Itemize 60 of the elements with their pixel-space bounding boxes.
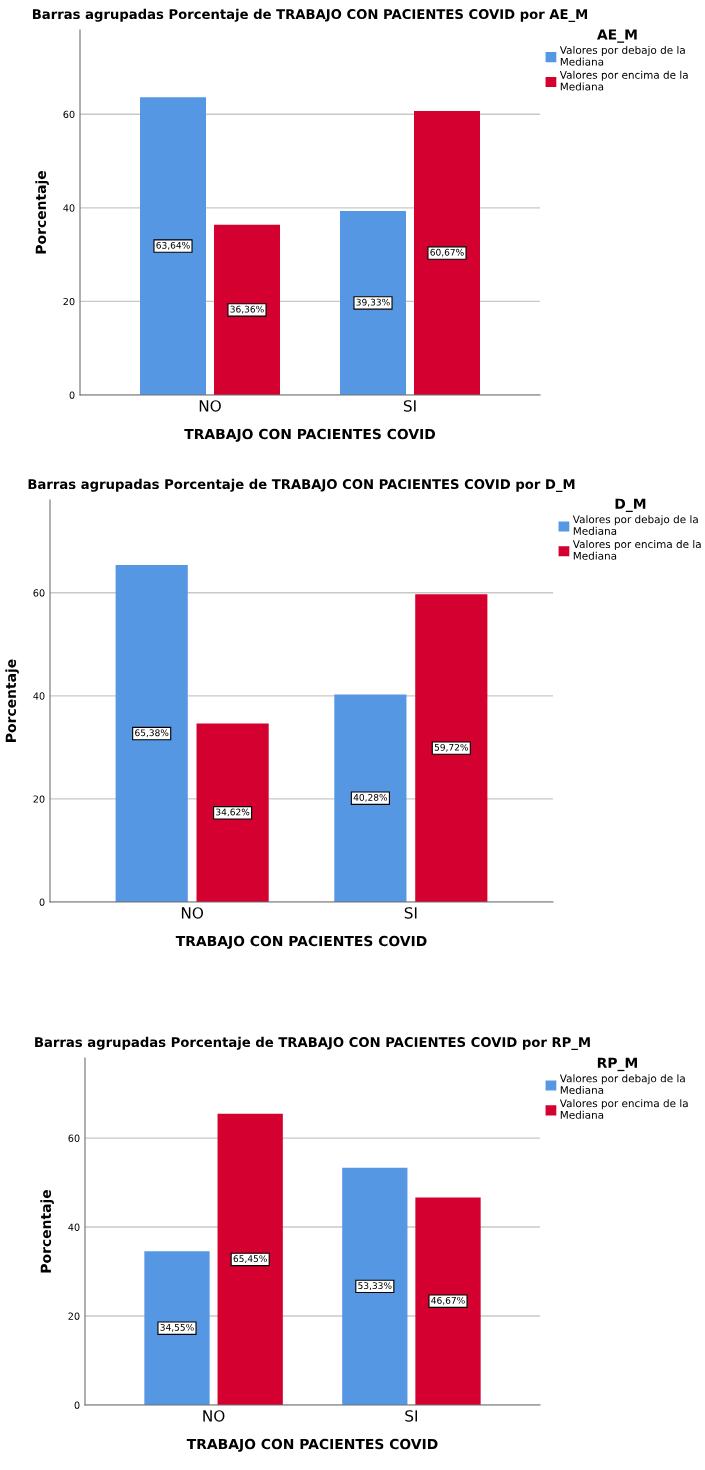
legend-label: Valores por debajo de la Mediana: [559, 45, 685, 66]
y-tick-label: 0: [39, 898, 45, 906]
y-tick-label: 40: [33, 692, 45, 700]
data-label: 36,36%: [230, 305, 264, 314]
data-label: 40,28%: [353, 793, 388, 802]
bar: [334, 694, 407, 902]
data-label: 34,62%: [216, 808, 250, 817]
bar: [144, 1251, 210, 1405]
bar: [140, 97, 206, 395]
data-label: 65,45%: [233, 1255, 267, 1263]
y-axis-title: Porcentaje: [35, 171, 49, 254]
bar: [414, 111, 480, 395]
legend-label: Valores por encima de la Mediana: [559, 70, 688, 91]
legend-label: Valores por encima de la Mediana: [572, 540, 701, 560]
legend-title: AE_M: [597, 29, 637, 43]
legend-label: Valores por debajo de la Mediana: [572, 515, 698, 535]
data-label: 65,38%: [135, 729, 169, 738]
y-tick-label: 0: [69, 391, 75, 399]
x-axis-title: TRABAJO CON PACIENTES COVID: [186, 1438, 438, 1452]
data-label: 63,64%: [156, 241, 190, 250]
bar: [415, 1197, 481, 1405]
data-label: 46,67%: [431, 1296, 465, 1305]
bar: [340, 210, 406, 395]
y-tick-label: 20: [63, 297, 75, 306]
bar: [342, 1167, 408, 1405]
bar: [415, 594, 488, 902]
y-tick-label: 60: [68, 1134, 80, 1142]
y-tick-label: 40: [63, 204, 75, 212]
data-label: 60,67%: [430, 248, 464, 257]
data-label: 53,33%: [358, 1282, 392, 1290]
data-label: 34,55%: [160, 1323, 194, 1332]
y-tick-label: 20: [68, 1312, 80, 1320]
bar: [196, 723, 269, 902]
legend-title: RP_M: [597, 1057, 637, 1072]
bar: [214, 224, 280, 395]
legend-label: Valores por encima de la Mediana: [559, 1099, 688, 1119]
y-tick-label: 60: [33, 589, 45, 597]
x-tick-label: SI: [405, 1410, 418, 1422]
x-tick-label: SI: [404, 907, 417, 919]
legend-label: Valores por debajo de la Mediana: [559, 1074, 685, 1094]
chart-title: Barras agrupadas Porcentaje de TRABAJO CON PACIENTES COVID por RP_M: [35, 1036, 590, 1050]
y-tick-label: 20: [33, 795, 45, 803]
data-label: 39,33%: [356, 298, 390, 307]
x-axis-title: TRABAJO CON PACIENTES COVID: [175, 935, 427, 949]
bar: [115, 565, 188, 902]
chart-title: Barras agrupadas Porcentaje de TRABAJO CON PACIENTES COVID por AE_M: [32, 8, 588, 22]
y-tick-label: 40: [68, 1223, 80, 1231]
bar: [217, 1113, 283, 1405]
x-tick-label: NO: [199, 400, 221, 412]
legend-title: D_M: [615, 498, 646, 513]
chart-title: Barras agrupadas Porcentaje de TRABAJO CON PACIENTES COVID por D_M: [28, 478, 575, 492]
data-label: 59,72%: [434, 743, 469, 752]
x-tick-label: NO: [181, 907, 204, 919]
y-axis-title: Porcentaje: [40, 1190, 54, 1273]
x-tick-label: SI: [403, 400, 416, 412]
x-tick-label: NO: [203, 1410, 225, 1422]
y-tick-label: 60: [63, 110, 75, 119]
y-axis-title: Porcentaje: [5, 659, 19, 742]
y-tick-label: 0: [74, 1401, 80, 1409]
x-axis-title: TRABAJO CON PACIENTES COVID: [184, 428, 436, 442]
